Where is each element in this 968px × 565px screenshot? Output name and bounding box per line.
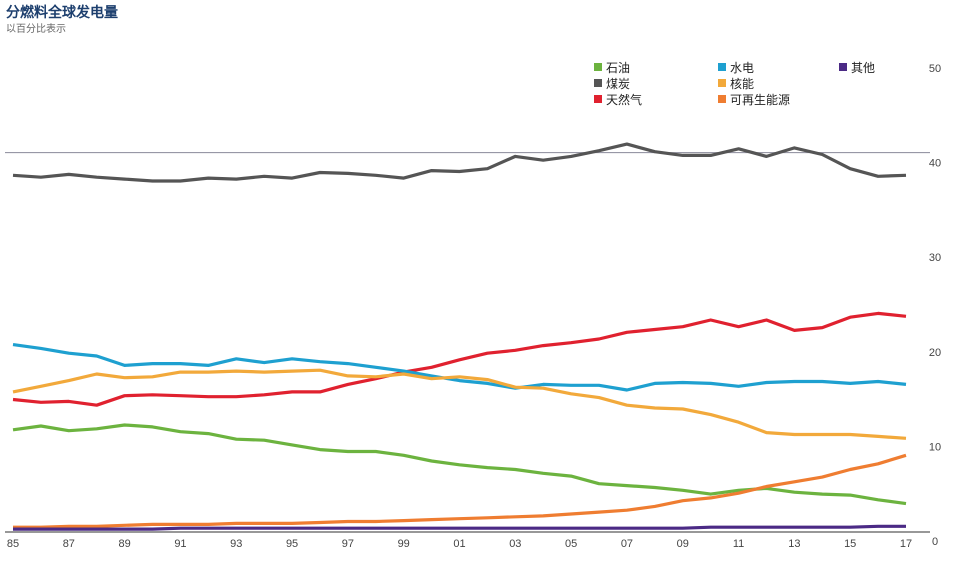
series-2 <box>12 311 907 407</box>
series-line <box>12 142 907 183</box>
chart-subtitle: 以百分比表示 <box>6 24 66 35</box>
x-tick-label: 11 <box>733 538 744 550</box>
x-tick-label: 93 <box>230 538 242 550</box>
y-tick-label: 50 <box>929 63 941 75</box>
legend-label: 可再生能源 <box>730 93 790 107</box>
chart-title: 分燃料全球发电量 <box>6 5 118 21</box>
x-tick-label: 87 <box>63 538 75 550</box>
y-tick-label: 0 <box>932 536 938 548</box>
y-tick-label: 30 <box>929 252 941 264</box>
legend-swatch <box>594 79 602 87</box>
series-line <box>12 423 907 506</box>
legend-swatch <box>594 63 602 71</box>
legend-swatch <box>718 95 726 103</box>
series-6 <box>13 524 906 531</box>
legend-item: 核能 <box>718 77 754 91</box>
x-tick-label: 15 <box>844 538 856 550</box>
x-tick-label: 89 <box>119 538 131 550</box>
legend-label: 水电 <box>730 61 754 75</box>
series-1 <box>12 142 907 183</box>
y-tick-label: 10 <box>929 441 941 453</box>
x-tick-label: 17 <box>900 538 912 550</box>
legend-item: 天然气 <box>594 92 642 107</box>
legend-swatch <box>594 95 602 103</box>
series-line <box>12 368 907 440</box>
x-tick-label: 01 <box>453 538 465 550</box>
y-tick-label: 20 <box>929 347 941 359</box>
x-tick-label: 99 <box>398 538 410 550</box>
legend-item: 其他 <box>839 61 875 75</box>
x-tick-label: 07 <box>621 538 633 550</box>
legend-label: 其他 <box>851 61 875 75</box>
x-tick-label: 91 <box>174 538 186 550</box>
series-line <box>12 311 907 407</box>
x-tick-label: 03 <box>509 538 521 550</box>
series-line <box>12 343 907 392</box>
legend-item: 石油 <box>594 61 630 75</box>
y-tick-label: 40 <box>929 158 941 170</box>
x-tick-label: 97 <box>342 538 354 550</box>
legend-swatch <box>718 63 726 71</box>
series-0 <box>12 423 907 506</box>
legend-label: 煤炭 <box>606 77 630 91</box>
legend-label: 石油 <box>606 61 630 75</box>
legend-swatch <box>839 63 847 71</box>
x-tick-label: 09 <box>677 538 689 550</box>
x-tick-label: 13 <box>788 538 800 550</box>
legend-item: 可再生能源 <box>718 93 790 107</box>
series-4 <box>12 368 907 440</box>
series-3 <box>12 343 907 392</box>
legend-label: 核能 <box>730 77 754 91</box>
legend-swatch <box>718 79 726 87</box>
x-tick-label: 85 <box>7 538 19 550</box>
series-line <box>13 453 907 529</box>
x-tick-label: 95 <box>286 538 298 550</box>
x-tick-label: 05 <box>565 538 577 550</box>
legend-label: 天然气 <box>606 92 642 107</box>
series-5 <box>13 453 907 529</box>
legend-item: 水电 <box>718 61 754 75</box>
series-line <box>13 524 906 531</box>
legend-item: 煤炭 <box>594 77 630 91</box>
